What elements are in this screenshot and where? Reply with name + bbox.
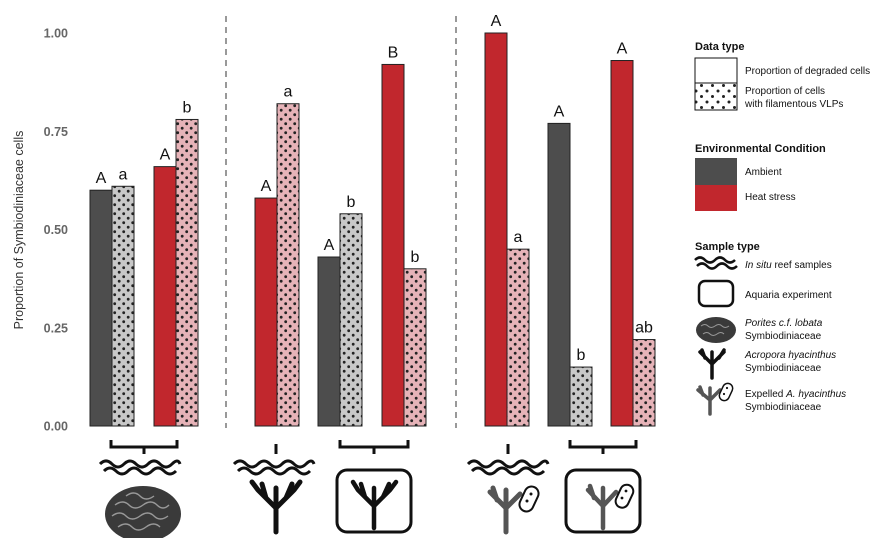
significance-label: A: [96, 170, 107, 187]
significance-label: B: [388, 44, 399, 61]
significance-label: A: [261, 178, 272, 195]
significance-label: a: [514, 229, 523, 246]
legend-label-degraded: Proportion of degraded cells: [745, 66, 870, 77]
expelled-coral-icon: [487, 485, 540, 535]
significance-label: b: [577, 347, 586, 364]
y-tick-label: 0.75: [44, 125, 68, 139]
y-tick-label: 0.50: [44, 223, 68, 237]
expelled-coral-icon: [696, 382, 734, 416]
bar-ambient-vlp: [339, 213, 363, 427]
y-ticks: 0.00 0.25 0.50 0.75 1.00: [44, 27, 68, 434]
legend-label-aquaria: Aquaria experiment: [745, 290, 832, 301]
bar-heat-stress-vlp: [175, 118, 199, 427]
wave-icon: [694, 256, 738, 270]
bar-ambient-degraded: [89, 189, 113, 427]
aquaria-icon: [697, 279, 735, 308]
significance-label: A: [554, 103, 565, 120]
wave-icon: [232, 459, 316, 476]
bar-heat-stress-degraded: [610, 60, 634, 427]
porites-coral-icon: [696, 317, 736, 343]
significance-label: A: [617, 41, 628, 58]
bar-heat-stress-degraded: [254, 197, 278, 427]
bar-heat-stress-vlp: [276, 103, 300, 427]
legend-label-vlp-line2: with filamentous VLPs: [744, 99, 843, 110]
legend-title-sample-type: Sample type: [695, 241, 760, 253]
legend-label-acropora: Acropora hyacinthus: [744, 350, 836, 361]
significance-label: a: [284, 84, 293, 101]
significance-label: a: [119, 166, 128, 183]
bar-heat-stress-vlp: [632, 339, 656, 427]
bar-ambient-vlp: [111, 185, 135, 427]
legend-label-expelled: Expelled A. hyacinthus: [745, 389, 846, 400]
legend-swatch-heat-stress: [695, 185, 737, 211]
legend-label-porites-line2: Symbiodiniaceae: [745, 331, 822, 342]
bar-heat-stress-degraded: [484, 32, 508, 427]
significance-label: A: [324, 237, 335, 254]
wave-icon: [466, 459, 550, 476]
legend-title-data-type: Data type: [695, 41, 745, 53]
y-tick-label: 1.00: [44, 27, 68, 41]
acropora-coral-icon: [350, 479, 399, 531]
bars: [89, 32, 656, 427]
legend-swatch-degraded: [694, 57, 738, 84]
legend-label-porites: Porites c.f. lobata: [745, 318, 823, 329]
aquaria-icon: [335, 468, 413, 534]
acropora-coral-icon: [698, 348, 726, 380]
acropora-coral-icon: [249, 479, 303, 535]
bar-ambient-vlp: [569, 366, 593, 427]
significance-label: ab: [635, 320, 653, 337]
legend-label-ambient: Ambient: [745, 167, 782, 178]
significance-label: b: [411, 249, 420, 266]
legend-label-vlp-line1: Proportion of cells: [745, 86, 825, 97]
significance-label: b: [183, 99, 192, 116]
y-tick-label: 0.25: [44, 321, 68, 335]
legend: Data type Proportion of degraded cells P…: [694, 41, 870, 416]
significance-label: A: [491, 13, 502, 30]
significance-label: A: [160, 147, 171, 164]
y-axis-title: Proportion of Symbiodiniaceae cells: [12, 131, 26, 330]
legend-title-condition: Environmental Condition: [695, 143, 826, 155]
porites-coral-icon: [105, 486, 181, 538]
legend-label-acropora-line2: Symbiodiniaceae: [745, 363, 822, 374]
legend-label-expelled-line2: Symbiodiniaceae: [745, 402, 822, 413]
bracket: [338, 440, 410, 454]
bracket: [568, 440, 638, 454]
group-brackets: [109, 440, 638, 454]
y-tick-label: 0.00: [44, 420, 68, 434]
legend-label-insitu: In situ reef samples: [745, 260, 832, 271]
bar-heat-stress-vlp: [506, 248, 530, 427]
bar-heat-stress-degraded: [381, 63, 405, 427]
legend-label-heat-stress: Heat stress: [745, 192, 796, 203]
legend-swatch-vlp: [694, 82, 738, 111]
bar-heat-stress-degraded: [153, 166, 177, 427]
significance-label: b: [347, 194, 356, 211]
bracket: [109, 440, 179, 454]
wave-icon: [98, 459, 182, 476]
expelled-coral-icon: [585, 483, 635, 531]
bar-ambient-degraded: [317, 256, 341, 427]
aquaria-icon: [564, 468, 642, 534]
bar-ambient-degraded: [547, 122, 571, 427]
legend-swatch-ambient: [695, 158, 737, 185]
bar-heat-stress-vlp: [403, 268, 427, 427]
